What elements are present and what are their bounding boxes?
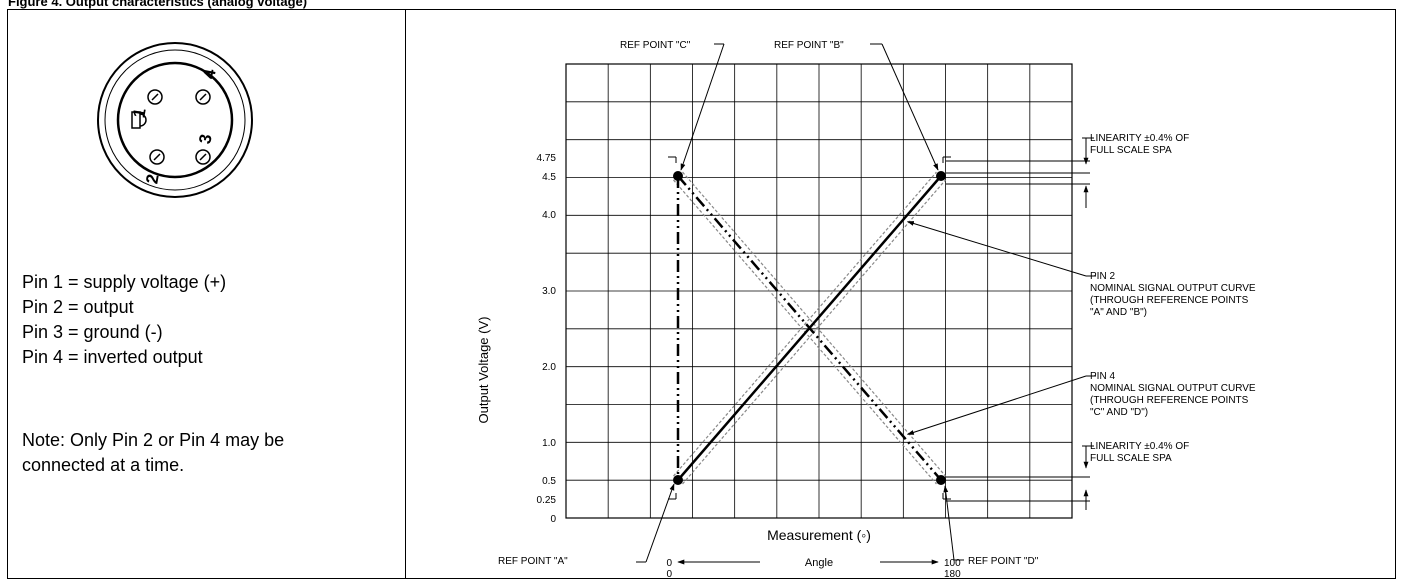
y-tick-label: 3.0 bbox=[542, 286, 556, 297]
y-tick-label: 0.25 bbox=[537, 495, 557, 506]
y-tick-label: 1.0 bbox=[542, 438, 556, 449]
ref-point-label: REF POINT "D" bbox=[968, 556, 1039, 567]
pin-sockets bbox=[147, 89, 211, 165]
y-axis-ticks: 4.75 4.5 4.0 3.0 2.0 1.0 0.5 0.25 0 bbox=[537, 153, 557, 525]
linearity-label-top: LINEARITY ±0.4% OF bbox=[1090, 133, 1189, 144]
output-characteristics-chart: 4.75 4.5 4.0 3.0 2.0 1.0 0.5 0.25 0 REF POINT "A… bbox=[476, 40, 1256, 578]
pin2-leader-arrow bbox=[906, 221, 1087, 277]
reference-point-dot bbox=[936, 171, 946, 181]
x-end-label-bottom: 180 bbox=[944, 569, 961, 578]
y-tick-label: 0.5 bbox=[542, 476, 556, 487]
y-tick-label: 4.0 bbox=[542, 210, 556, 221]
x-end-label-top: 100 bbox=[944, 558, 961, 569]
pin-description: Pin 1 = supply voltage (+) bbox=[22, 272, 227, 292]
linearity-label-bottom: LINEARITY ±0.4% OF bbox=[1090, 441, 1189, 452]
pin2-callout-text: NOMINAL SIGNAL OUTPUT CURVE bbox=[1090, 283, 1256, 294]
pin4-leader-arrow bbox=[906, 375, 1087, 435]
pin-descriptions: Pin 1 = supply voltage (+) Pin 2 = outpu… bbox=[22, 270, 226, 370]
chart-annotations: REF POINT "A" REF POINT "B" REF POINT "C" R… bbox=[498, 40, 1256, 567]
reference-points bbox=[673, 171, 946, 485]
note-line: Note: Only Pin 2 or Pin 4 may be bbox=[22, 430, 285, 450]
leader-arrow bbox=[881, 43, 939, 171]
y-tick-label: 0 bbox=[550, 514, 556, 525]
leader-arrow bbox=[680, 43, 725, 171]
pin4-output-curve bbox=[677, 175, 942, 481]
pin4-callout-text: "C" AND "D") bbox=[1090, 407, 1148, 418]
chart-grid bbox=[565, 63, 1073, 519]
figure-frame bbox=[7, 9, 1396, 579]
leader-arrow bbox=[943, 485, 955, 561]
linearity-band-line bbox=[673, 171, 937, 477]
ref-point-label: REF POINT "A" bbox=[498, 556, 568, 567]
pin4-callout-text: NOMINAL SIGNAL OUTPUT CURVE bbox=[1090, 383, 1256, 394]
panel-divider bbox=[405, 9, 406, 579]
reference-point-dot bbox=[936, 475, 946, 485]
pin-description: Pin 3 = ground (-) bbox=[22, 322, 163, 342]
reference-point-dot bbox=[673, 171, 683, 181]
connector-pinout-icon: 1 2 3 4 bbox=[97, 42, 253, 198]
pin2-callout-text: PIN 2 bbox=[1090, 271, 1115, 282]
ref-point-label: REF POINT "B" bbox=[774, 40, 844, 51]
y-tick-label: 4.75 bbox=[537, 153, 557, 164]
y-tick-label: 4.5 bbox=[542, 172, 556, 183]
pin2-callout-text: (THROUGH REFERENCE POINTS bbox=[1090, 295, 1249, 306]
note-line: connected at a time. bbox=[22, 455, 185, 475]
signal-curves bbox=[676, 175, 942, 481]
leader-arrow bbox=[645, 483, 675, 563]
y-tick-label: 2.0 bbox=[542, 362, 556, 373]
y-axis-label: Output Voltage (V) bbox=[476, 317, 491, 424]
pin-number-1: 1 bbox=[129, 107, 149, 120]
figure-caption: Figure 4. Output characteristics (analog… bbox=[8, 0, 308, 9]
pin-number-3: 3 bbox=[195, 133, 215, 146]
x-start-label-bottom: 0 bbox=[666, 569, 672, 578]
x-start-label-top: 0 bbox=[666, 558, 672, 569]
ref-point-label: REF POINT "C" bbox=[620, 40, 691, 51]
angle-label: Angle bbox=[805, 557, 833, 569]
pin-description: Pin 2 = output bbox=[22, 297, 134, 317]
pin-number-4: 4 bbox=[199, 67, 219, 80]
connection-note: Note: Only Pin 2 or Pin 4 may be connect… bbox=[22, 428, 382, 478]
x-axis-label: Measurement (◦) bbox=[767, 527, 871, 543]
pin-description: Pin 4 = inverted output bbox=[22, 347, 203, 367]
reference-point-dot bbox=[673, 475, 683, 485]
linearity-label-top: FULL SCALE SPA bbox=[1090, 145, 1172, 156]
linearity-label-bottom: FULL SCALE SPA bbox=[1090, 453, 1172, 464]
pin-number-2: 2 bbox=[142, 173, 162, 186]
pin2-callout-text: "A" AND "B") bbox=[1090, 307, 1147, 318]
pin4-callout-text: PIN 4 bbox=[1090, 371, 1115, 382]
pin4-callout-text: (THROUGH REFERENCE POINTS bbox=[1090, 395, 1249, 406]
